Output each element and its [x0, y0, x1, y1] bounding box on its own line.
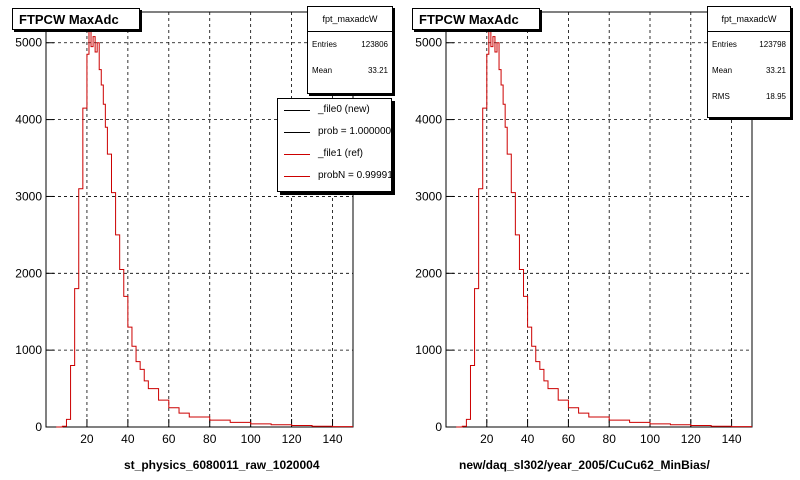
- legend-entry-prob: prob = 1.000000: [278, 121, 391, 143]
- right-x-tick-label: 40: [521, 432, 535, 446]
- right-x-tick-label: 20: [480, 432, 494, 446]
- left-y-tick-label: 0: [35, 420, 42, 434]
- left-x-tick-label: 40: [121, 432, 135, 446]
- legend-entry-file0: _file0 (new): [278, 99, 391, 121]
- left-y-tick-label: 2000: [15, 266, 42, 280]
- left-legend: _file0 (new) prob = 1.000000 _file1 (ref…: [277, 98, 392, 192]
- right-x-axis-label: new/daq_sl302/year_2005/CuCu62_MinBias/: [459, 458, 710, 472]
- right-stats-entries: Entries 123798: [712, 40, 786, 49]
- right-stats-box: fpt_maxadcW Entries 123798 Mean 33.21 RM…: [707, 6, 791, 118]
- left-x-tick-label: 80: [203, 432, 217, 446]
- left-stats-box: fpt_maxadcW Entries 123806 Mean 33.21: [307, 6, 393, 94]
- left-x-tick-label: 120: [282, 432, 302, 446]
- left-y-tick-label: 3000: [15, 189, 42, 203]
- right-title-box: FTPCW MaxAdc: [412, 8, 540, 30]
- right-stats-mean: Mean 33.21: [712, 66, 786, 75]
- left-y-tick-label: 1000: [15, 343, 42, 357]
- left-plot-frame: [45, 11, 354, 428]
- right-x-tick-label: 140: [722, 432, 742, 446]
- left-y-tick-label: 5000: [15, 36, 42, 50]
- left-y-tick-label: 4000: [15, 113, 42, 127]
- right-x-tick-label: 80: [603, 432, 617, 446]
- right-plot-frame: [445, 11, 753, 428]
- left-stats-mean: Mean 33.21: [312, 66, 388, 75]
- left-title: FTPCW MaxAdc: [19, 12, 119, 27]
- right-histogram-series: [456, 30, 752, 428]
- right-stats-name: fpt_maxadcW: [708, 7, 790, 32]
- left-x-tick-label: 60: [162, 432, 176, 446]
- right-y-tick-label: 3000: [415, 189, 442, 203]
- left-histogram-series: [56, 30, 353, 428]
- left-x-axis-label: st_physics_6080011_raw_1020004: [124, 458, 320, 472]
- right-y-tick-label: 1000: [415, 343, 442, 357]
- right-x-tick-label: 60: [562, 432, 576, 446]
- right-y-tick-label: 4000: [415, 113, 442, 127]
- right-y-tick-label: 5000: [415, 36, 442, 50]
- right-x-tick-label: 120: [681, 432, 701, 446]
- right-y-tick-label: 0: [435, 420, 442, 434]
- right-stats-rms: RMS 18.95: [712, 92, 786, 101]
- right-x-tick-label: 100: [640, 432, 660, 446]
- left-x-tick-label: 20: [80, 432, 94, 446]
- left-stats-entries: Entries 123806: [312, 40, 388, 49]
- left-title-box: FTPCW MaxAdc: [12, 8, 140, 30]
- right-y-tick-label: 2000: [415, 266, 442, 280]
- legend-entry-file1: _file1 (ref): [278, 143, 391, 165]
- right-title: FTPCW MaxAdc: [419, 12, 519, 27]
- left-x-tick-label: 140: [323, 432, 343, 446]
- legend-entry-probn: probN = 0.999911: [278, 165, 391, 187]
- left-x-tick-label: 100: [241, 432, 261, 446]
- left-stats-name: fpt_maxadcW: [308, 7, 392, 32]
